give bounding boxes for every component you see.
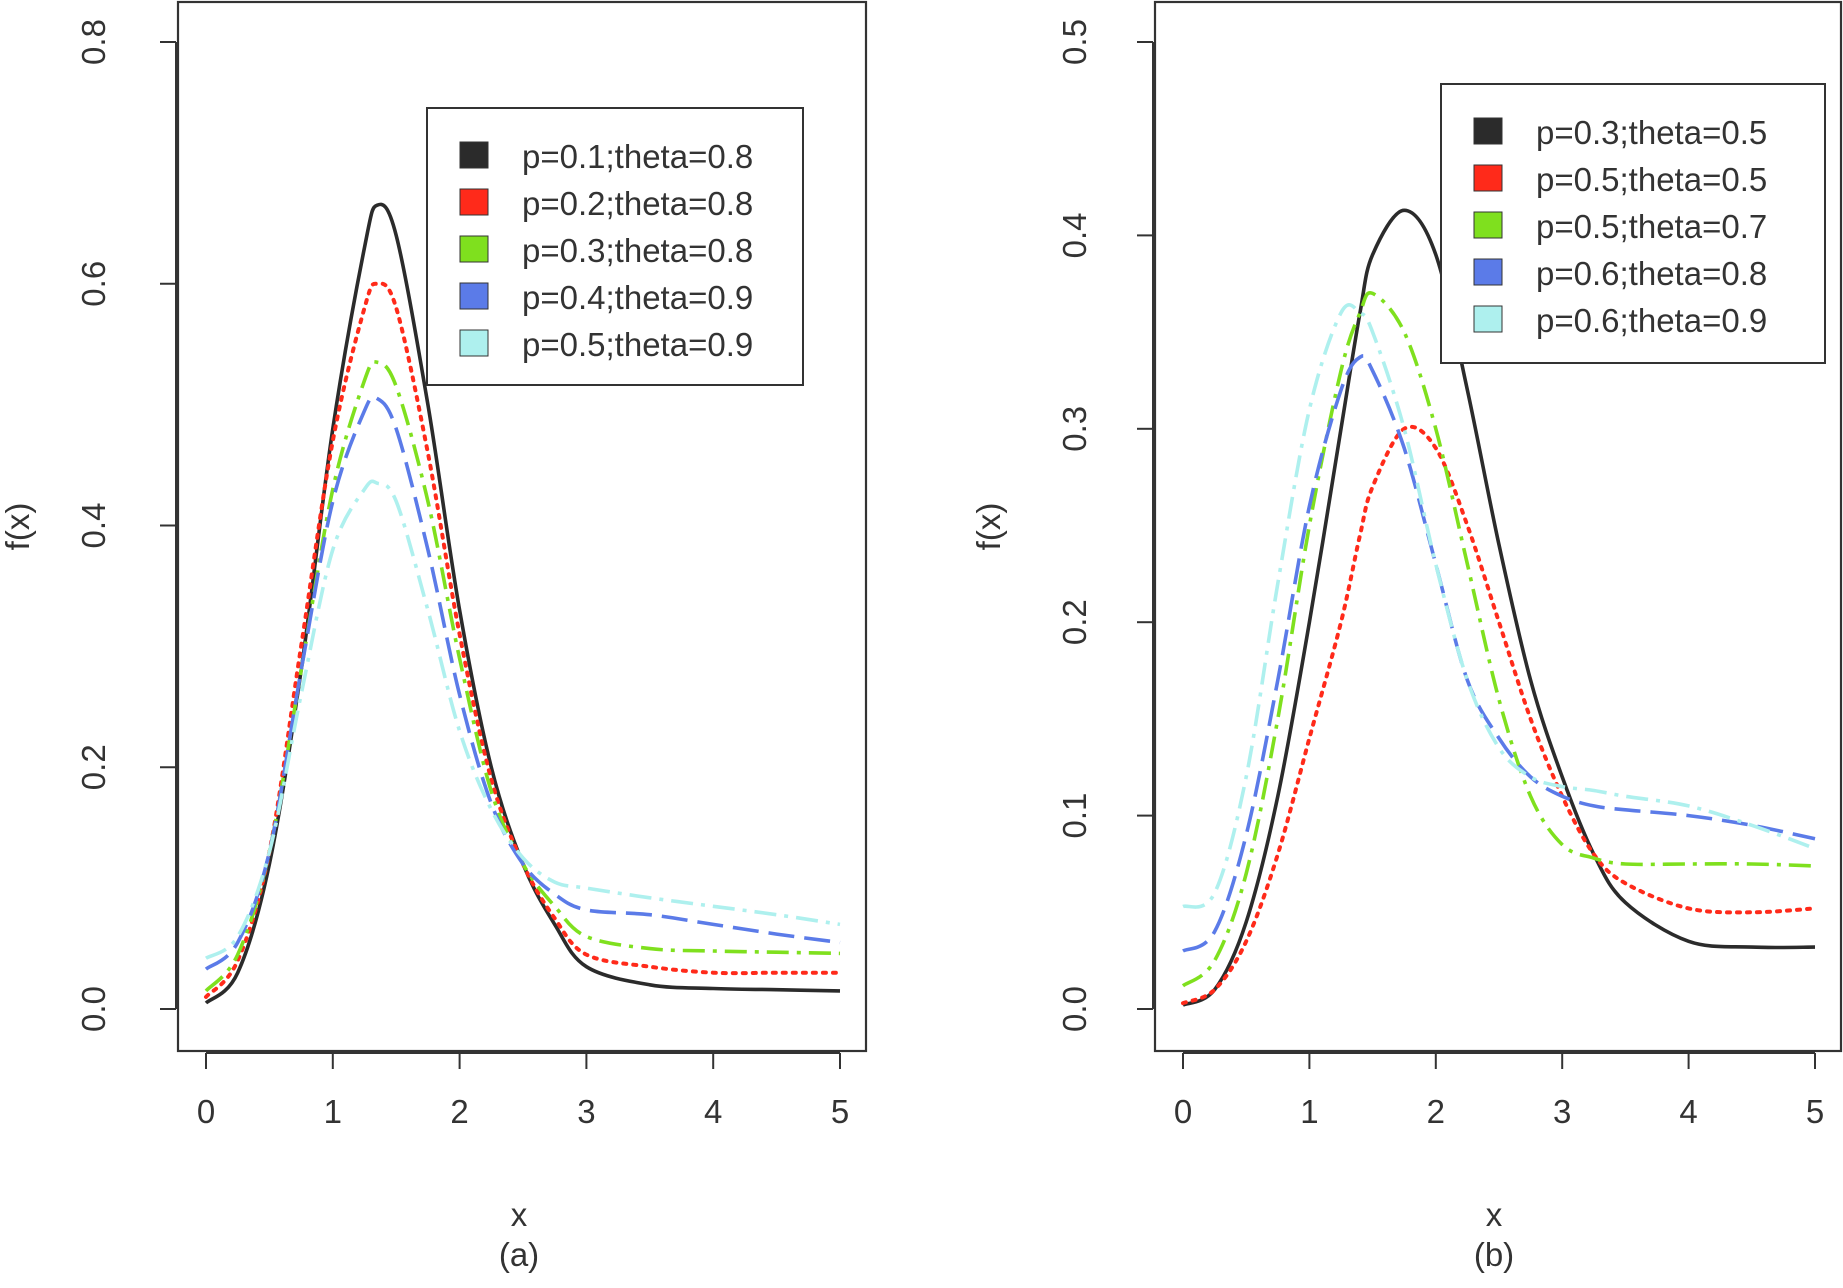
x-tick-label-b: 5 (1806, 1093, 1824, 1130)
legend-label-b-3: p=0.5;theta=0.7 (1536, 208, 1767, 245)
x-tick-label-a: 0 (197, 1093, 215, 1130)
x-tick-label-b: 2 (1427, 1093, 1445, 1130)
legend-box-b (1440, 83, 1826, 364)
x-tick-label-a: 2 (450, 1093, 468, 1130)
y-tick-label-a: 0.2 (75, 744, 112, 790)
x-axis-title-a: x (511, 1196, 528, 1233)
y-tick-label-b: 0.2 (1056, 599, 1093, 645)
x-tick-label-b: 1 (1300, 1093, 1318, 1130)
series-lines-a (204, 202, 842, 1005)
legend-swatch-a-5 (459, 329, 489, 357)
x-tick-label-a: 4 (704, 1093, 722, 1130)
series-line-b-5 (1182, 303, 1816, 909)
plot-area-a (176, 0, 868, 1053)
y-tick-label-b: 0.1 (1056, 793, 1093, 839)
legend-b: p=0.3;theta=0.5 p=0.5;theta=0.5 p=0.5;thet… (1440, 83, 1826, 364)
legend-label-a-2: p=0.2;theta=0.8 (522, 185, 753, 222)
legend-swatch-b-3 (1473, 211, 1503, 239)
y-tick-label-a: 0.4 (75, 503, 112, 549)
series-line-b-4 (1182, 354, 1816, 953)
legend-label-a-1: p=0.1;theta=0.8 (522, 138, 753, 175)
x-tick-label-b: 0 (1174, 1093, 1192, 1130)
series-line-b-1 (1182, 208, 1816, 1007)
x-tick-label-a: 1 (324, 1093, 342, 1130)
legend-swatch-b-2 (1473, 164, 1503, 192)
y-tick-label-b: 0.0 (1056, 986, 1093, 1032)
chart-panel-b: 0 1 2 3 4 5 0.0 0.1 0.2 0.3 0.4 0.5 p=0.3;theta=0.5… (970, 0, 1843, 1273)
legend-label-a-3: p=0.3;theta=0.8 (522, 232, 753, 269)
y-tick-label-b: 0.5 (1056, 19, 1093, 65)
series-line-b-3 (1181, 291, 1816, 988)
legend-swatch-b-5 (1473, 305, 1503, 333)
panel-label-a: (a) (499, 1236, 539, 1273)
y-tick-label-b: 0.4 (1056, 212, 1093, 258)
legend-swatch-a-4 (459, 282, 489, 310)
legend-label-b-5: p=0.6;theta=0.9 (1536, 302, 1767, 339)
y-tick-label-b: 0.3 (1056, 406, 1093, 452)
legend-swatch-b-1 (1473, 117, 1503, 145)
panel-label-b: (b) (1474, 1236, 1514, 1273)
legend-swatch-b-4 (1473, 258, 1503, 286)
x-tick-label-a: 5 (831, 1093, 849, 1130)
series-line-a-4 (204, 394, 841, 971)
legend-label-b-4: p=0.6;theta=0.8 (1536, 255, 1767, 292)
y-axis-title-a: f(x) (0, 503, 36, 551)
chart-panel-a: 0 1 2 3 4 50.00.20.40.60.8 p=0.1;theta=0.8p=0… (0, 0, 868, 1273)
series-line-a-2 (204, 281, 842, 999)
legend-label-a-4: p=0.4;theta=0.9 (522, 279, 753, 316)
y-tick-label-a: 0.0 (75, 986, 112, 1032)
legend-box-a (426, 107, 804, 386)
x-axis-title-b: x (1486, 1196, 1503, 1233)
legend-swatch-a-1 (459, 141, 489, 169)
legend-a: p=0.1;theta=0.8 p=0.2;theta=0.8 p=0.3;thet… (426, 107, 804, 386)
y-axis-title-b: f(x) (970, 503, 1007, 551)
y-tick-label-a: 0.6 (75, 261, 112, 307)
plot-area-b (1153, 0, 1843, 1053)
x-tick-label-b: 3 (1553, 1093, 1571, 1130)
series-line-a-5 (204, 479, 841, 960)
legend-label-b-1: p=0.3;theta=0.5 (1536, 114, 1767, 151)
legend-label-b-2: p=0.5;theta=0.5 (1536, 161, 1767, 198)
series-line-b-2 (1181, 424, 1817, 1006)
series-lines-b (1181, 208, 1817, 1007)
axes-a: 0 1 2 3 4 5 0.0 0.2 0.4 0.6 0.8 (75, 19, 849, 1130)
x-tick-label-a: 3 (577, 1093, 595, 1130)
legend-swatch-a-2 (459, 188, 489, 216)
axes-b: 0 1 2 3 4 5 0.0 0.1 0.2 0.3 0.4 0.5 (1056, 19, 1824, 1130)
y-tick-label-a: 0.8 (75, 19, 112, 65)
x-tick-label-b: 4 (1679, 1093, 1697, 1130)
legend-label-a-5: p=0.5;theta=0.9 (522, 326, 753, 363)
series-line-a-3 (204, 359, 841, 993)
legend-swatch-a-3 (459, 235, 489, 263)
